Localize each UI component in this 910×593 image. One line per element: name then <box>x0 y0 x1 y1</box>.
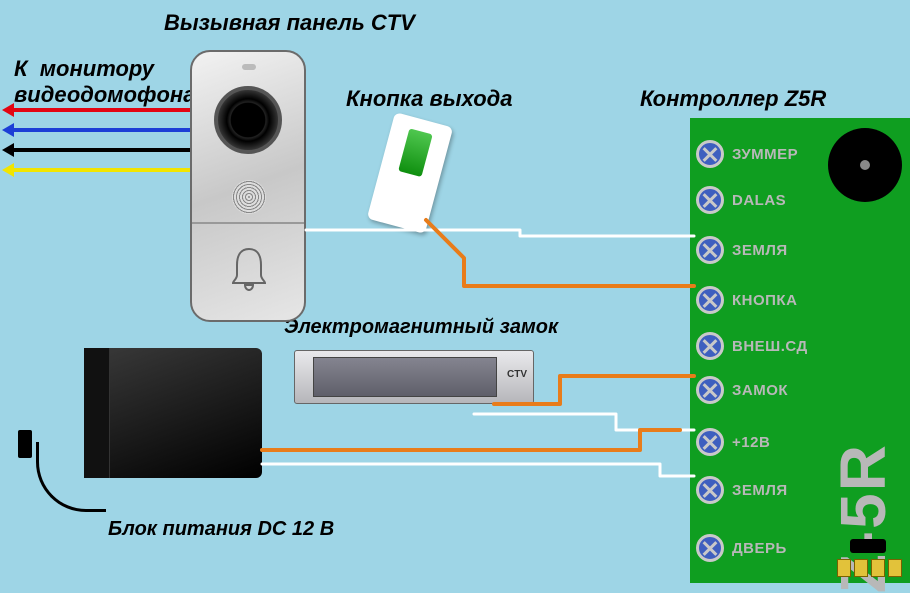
monitor-arrow-3 <box>14 168 190 172</box>
terminal-label-6: +12В <box>732 434 770 451</box>
terminal-3 <box>696 286 724 314</box>
divider <box>192 222 304 224</box>
wire-4 <box>262 430 680 450</box>
terminal-1 <box>696 186 724 214</box>
label-controller: Контроллер Z5R <box>640 86 826 112</box>
controller-board: Z-5R ЗУММЕРDALASЗЕМЛЯКНОПКАВНЕШ.СДЗАМОК+… <box>690 118 910 583</box>
monitor-arrow-1 <box>14 128 190 132</box>
connector-pads <box>837 559 902 577</box>
bell-icon <box>224 236 274 302</box>
terminal-2 <box>696 236 724 264</box>
monitor-arrow-2 <box>14 148 190 152</box>
terminal-5 <box>696 376 724 404</box>
power-supply <box>84 348 262 478</box>
terminal-label-8: ДВЕРЬ <box>732 540 787 557</box>
monitor-arrowhead-2 <box>2 143 14 157</box>
magnetic-lock: CTV <box>294 350 534 404</box>
maglock-badge: CTV <box>507 369 527 380</box>
psu-plug <box>18 430 32 458</box>
terminal-label-7: ЗЕМЛЯ <box>732 482 788 499</box>
terminal-0 <box>696 140 724 168</box>
exit-button-device <box>367 112 453 234</box>
exit-button-face <box>398 128 433 177</box>
speaker-icon <box>232 180 266 214</box>
wire-1 <box>426 220 694 286</box>
ctv-call-panel <box>190 50 306 322</box>
camera-icon <box>214 86 282 154</box>
ctv-led <box>242 64 256 70</box>
monitor-arrow-0 <box>14 108 190 112</box>
label-to-monitor-2: видеодомофона <box>14 82 195 108</box>
terminal-label-0: ЗУММЕР <box>732 146 798 163</box>
terminal-8 <box>696 534 724 562</box>
jumper <box>850 539 886 553</box>
monitor-arrowhead-0 <box>2 103 14 117</box>
wire-3 <box>474 414 694 430</box>
terminal-label-3: КНОПКА <box>732 292 797 309</box>
terminal-label-5: ЗАМОК <box>732 382 788 399</box>
terminal-4 <box>696 332 724 360</box>
buzzer-icon <box>828 128 902 202</box>
wire-5 <box>262 464 694 476</box>
monitor-arrowhead-3 <box>2 163 14 177</box>
psu-cable <box>36 442 106 512</box>
label-to-monitor-1: К монитору <box>14 56 154 82</box>
label-psu: Блок питания DC 12 В <box>108 518 334 541</box>
terminal-6 <box>696 428 724 456</box>
terminal-7 <box>696 476 724 504</box>
label-exit-button: Кнопка выхода <box>346 86 513 112</box>
wire-0 <box>306 230 694 236</box>
monitor-arrowhead-1 <box>2 123 14 137</box>
terminal-label-2: ЗЕМЛЯ <box>732 242 788 259</box>
terminal-label-1: DALAS <box>732 192 786 209</box>
label-maglock: Электромагнитный замок <box>284 316 558 339</box>
terminal-label-4: ВНЕШ.СД <box>732 338 808 355</box>
label-ctv-panel: Вызывная панель CTV <box>164 10 415 36</box>
maglock-plate <box>313 357 497 397</box>
